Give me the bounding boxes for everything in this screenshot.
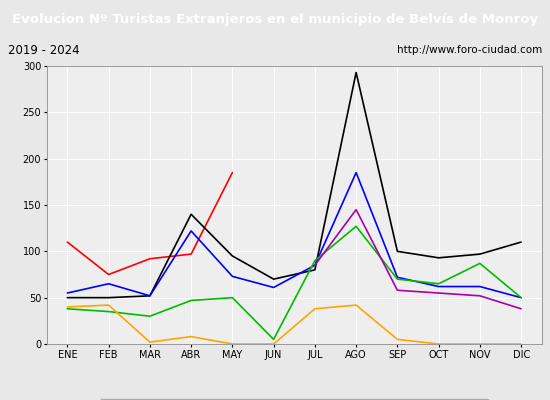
Text: http://www.foro-ciudad.com: http://www.foro-ciudad.com [397,45,542,55]
Legend: 2024, 2023, 2022, 2021, 2020, 2019: 2024, 2023, 2022, 2021, 2020, 2019 [100,399,489,400]
Text: 2019 - 2024: 2019 - 2024 [8,44,80,56]
Text: Evolucion Nº Turistas Extranjeros en el municipio de Belvís de Monroy: Evolucion Nº Turistas Extranjeros en el … [12,12,538,26]
